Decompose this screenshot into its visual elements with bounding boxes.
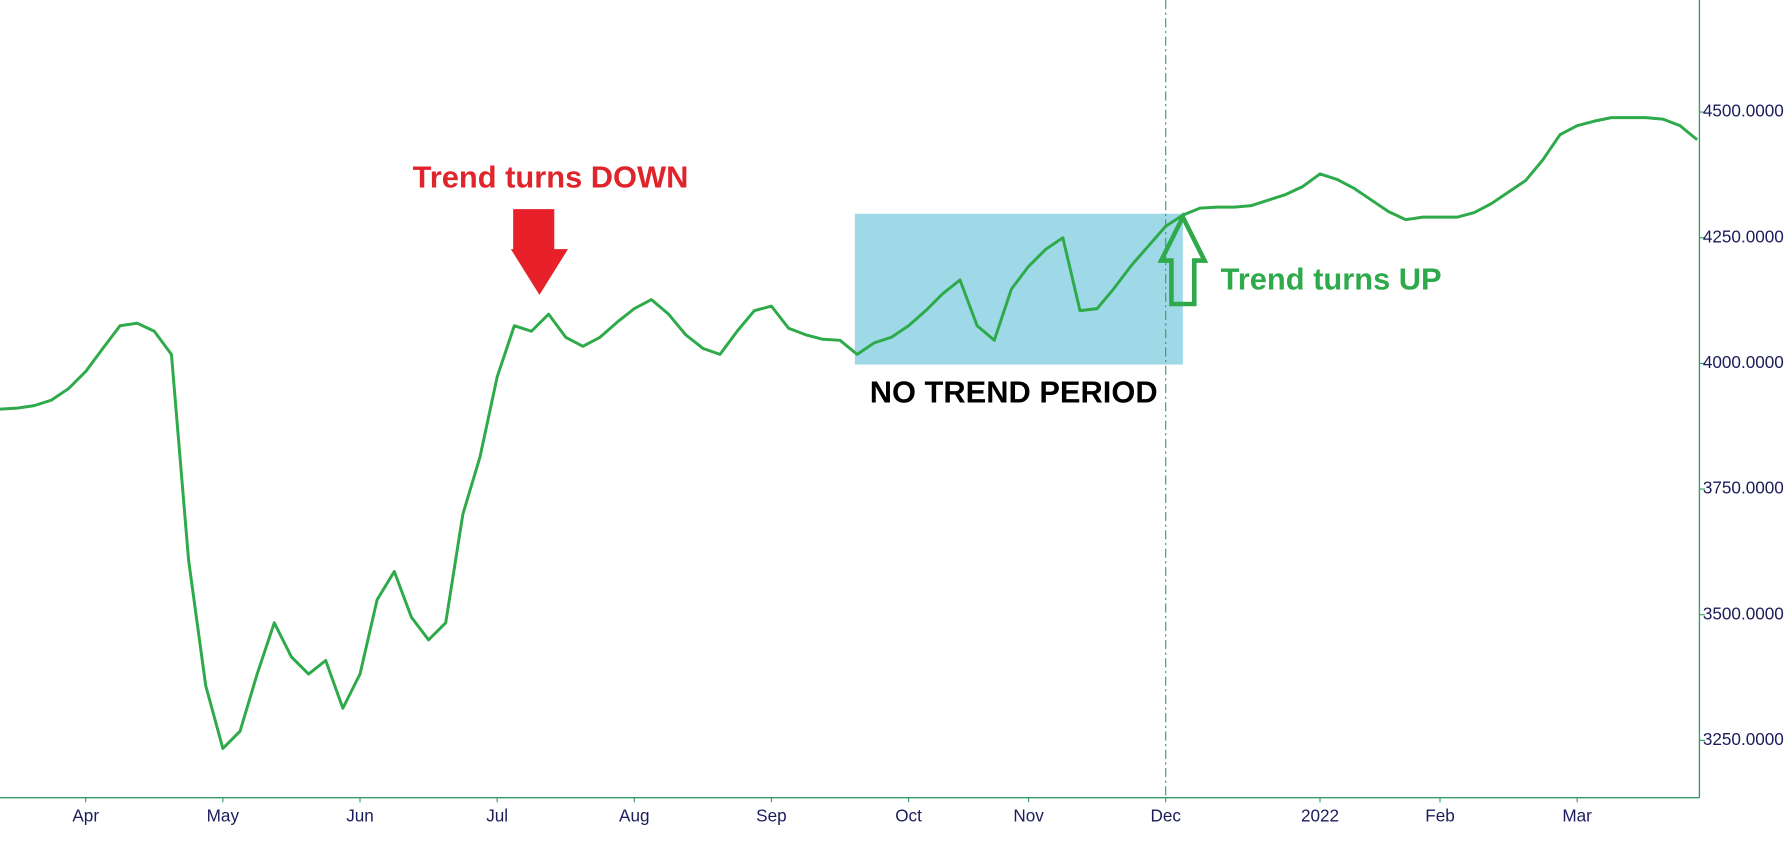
annotation: Trend turns UP <box>1221 261 1442 296</box>
x-tick-label: Feb <box>1425 806 1455 826</box>
no-trend-box <box>854 213 1183 365</box>
x-tick-label: Apr <box>72 806 99 826</box>
x-tick-label: Nov <box>1013 806 1044 826</box>
x-tick-label: Mar <box>1562 806 1592 826</box>
y-tick-label: 4250.0000 <box>1703 226 1784 246</box>
x-tick-label: 2022 <box>1301 806 1339 826</box>
price-line <box>0 116 1699 750</box>
x-tick-label: May <box>207 806 240 826</box>
x-tick-label: Jul <box>486 806 508 826</box>
x-tick-label: Jun <box>346 806 374 826</box>
y-tick-label: 3250.0000 <box>1703 729 1784 749</box>
annotation: NO TREND PERIOD <box>870 374 1158 409</box>
plot <box>0 0 1699 798</box>
y-tick-label: 4500.0000 <box>1703 101 1784 121</box>
x-tick-label: Dec <box>1150 806 1181 826</box>
down-arrow <box>510 209 568 295</box>
up-arrow <box>1157 212 1209 307</box>
y-tick-label: 4000.0000 <box>1703 352 1784 372</box>
y-tick-label: 3750.0000 <box>1703 478 1784 498</box>
y-tick-label: 3500.0000 <box>1703 603 1784 623</box>
x-tick-label: Sep <box>756 806 786 826</box>
x-tick-label: Oct <box>895 806 922 826</box>
x-tick-label: Aug <box>619 806 649 826</box>
annotation: Trend turns DOWN <box>413 160 689 195</box>
